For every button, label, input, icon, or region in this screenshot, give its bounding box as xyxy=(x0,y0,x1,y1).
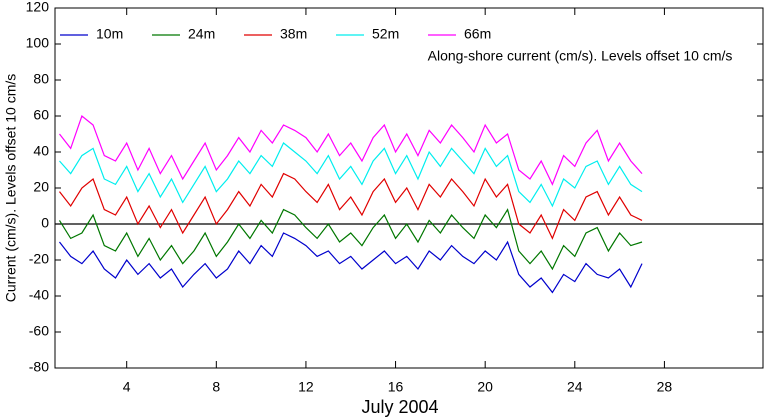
legend-label: 24m xyxy=(188,26,215,42)
series-line xyxy=(59,142,643,208)
x-tick-label: 16 xyxy=(388,379,404,395)
y-tick-label: 0 xyxy=(41,215,49,231)
x-axis-label: July 2004 xyxy=(361,397,438,417)
legend-label: 38m xyxy=(280,26,307,42)
y-tick-label: 60 xyxy=(33,107,49,123)
x-tick-label: 8 xyxy=(212,379,220,395)
series-line xyxy=(59,172,643,240)
legend-label: 66m xyxy=(464,26,491,42)
y-tick-label: -80 xyxy=(29,359,49,375)
y-tick-label: 80 xyxy=(33,71,49,87)
x-tick-label: 20 xyxy=(477,379,493,395)
y-axis-label: Current (cm/s). Levels offset 10 cm/s xyxy=(3,74,19,302)
y-tick-label: -20 xyxy=(29,251,49,267)
x-tick-label: 4 xyxy=(123,379,131,395)
x-tick-label: 28 xyxy=(657,379,673,395)
annotation: Along-shore current (cm/s). Levels offse… xyxy=(428,48,733,64)
x-tick-label: 12 xyxy=(298,379,314,395)
y-tick-label: 100 xyxy=(26,35,50,51)
x-tick-label: 24 xyxy=(567,379,583,395)
legend-label: 52m xyxy=(372,26,399,42)
y-tick-label: 20 xyxy=(33,179,49,195)
y-tick-label: 40 xyxy=(33,143,49,159)
legend-label: 10m xyxy=(96,26,123,42)
series-line xyxy=(59,232,643,294)
y-tick-label: -40 xyxy=(29,287,49,303)
series-line xyxy=(59,114,643,186)
y-tick-label: 120 xyxy=(26,0,50,15)
y-tick-label: -60 xyxy=(29,323,49,339)
series-line xyxy=(58,208,643,271)
